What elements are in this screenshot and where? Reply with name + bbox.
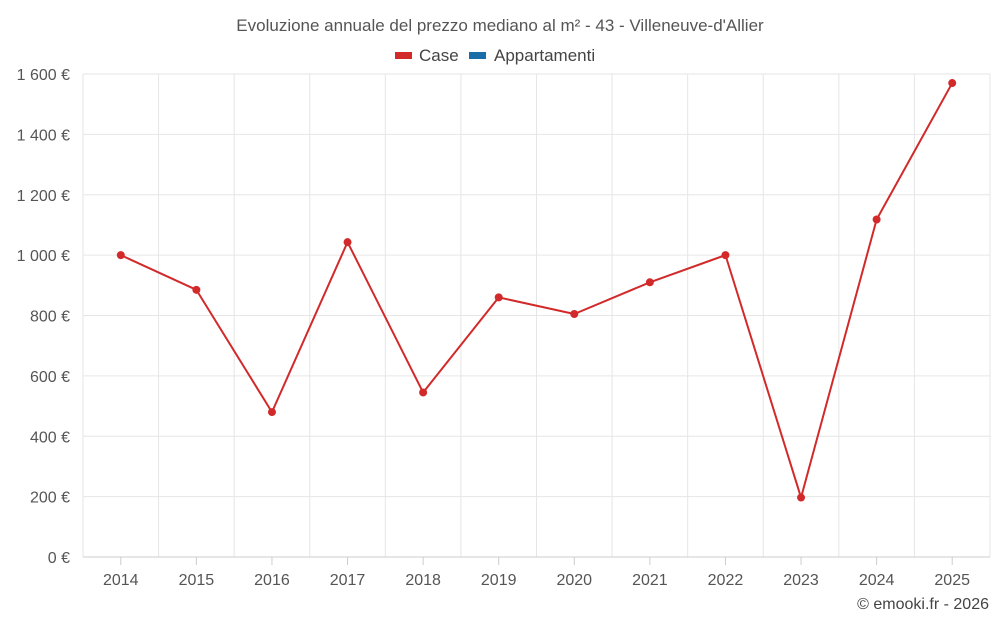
data-point-case-2017[interactable] bbox=[343, 238, 352, 247]
x-tick-label: 2025 bbox=[934, 572, 970, 589]
data-point-case-2023[interactable] bbox=[797, 493, 806, 502]
data-point-case-2024[interactable] bbox=[872, 215, 881, 224]
grid bbox=[82, 73, 991, 557]
y-tick-label: 400 € bbox=[30, 429, 70, 446]
y-axis: 0 € 200 € 400 € 600 € 800 € 1 000 € 1 200 € 1 4… bbox=[17, 67, 70, 567]
x-tick-label: 2017 bbox=[330, 572, 366, 589]
y-tick-label: 1 000 € bbox=[17, 248, 70, 265]
legend-swatch-case bbox=[395, 52, 412, 59]
y-tick-label: 1 400 € bbox=[17, 127, 70, 144]
legend-item-case[interactable]: Case bbox=[395, 46, 459, 65]
x-tick-label: 2024 bbox=[859, 572, 895, 589]
legend-swatch-appartamenti bbox=[469, 52, 486, 59]
data-point-case-2018[interactable] bbox=[419, 388, 428, 397]
x-tick-label: 2016 bbox=[254, 572, 290, 589]
data-point-case-2020[interactable] bbox=[570, 309, 579, 318]
legend-item-appartamenti[interactable]: Appartamenti bbox=[469, 46, 595, 65]
x-tick-label: 2018 bbox=[405, 572, 441, 589]
credit-text: © emooki.fr - 2026 bbox=[857, 596, 989, 613]
series-line-case bbox=[120, 82, 954, 499]
x-axis: 2014 2015 2016 2017 2018 2019 2020 2021 2022 2023… bbox=[83, 556, 990, 589]
chart-title: Evoluzione annuale del prezzo mediano al… bbox=[236, 16, 764, 35]
data-point-case-2014[interactable] bbox=[116, 251, 125, 260]
y-tick-label: 1 200 € bbox=[17, 188, 70, 205]
y-tick-label: 800 € bbox=[30, 309, 70, 326]
x-tick-label: 2021 bbox=[632, 572, 668, 589]
data-point-case-2022[interactable] bbox=[721, 251, 730, 260]
data-point-case-2021[interactable] bbox=[645, 278, 654, 287]
legend-label-case: Case bbox=[419, 46, 459, 65]
x-tick-label: 2020 bbox=[556, 572, 592, 589]
y-tick-label: 200 € bbox=[30, 490, 70, 507]
x-tick-label: 2022 bbox=[708, 572, 744, 589]
x-tick-label: 2019 bbox=[481, 572, 517, 589]
x-tick-label: 2023 bbox=[783, 572, 819, 589]
data-point-case-2016[interactable] bbox=[267, 408, 276, 417]
x-tick-label: 2015 bbox=[179, 572, 215, 589]
legend: Case Appartamenti bbox=[395, 46, 595, 65]
y-tick-label: 600 € bbox=[30, 369, 70, 386]
data-point-case-2019[interactable] bbox=[494, 293, 503, 302]
legend-label-appartamenti: Appartamenti bbox=[494, 46, 595, 65]
y-tick-label: 0 € bbox=[48, 550, 70, 567]
data-point-case-2015[interactable] bbox=[192, 285, 201, 294]
x-tick-label: 2014 bbox=[103, 572, 139, 589]
series-case bbox=[116, 79, 957, 502]
data-point-case-2025[interactable] bbox=[948, 79, 957, 88]
y-tick-label: 1 600 € bbox=[17, 67, 70, 84]
